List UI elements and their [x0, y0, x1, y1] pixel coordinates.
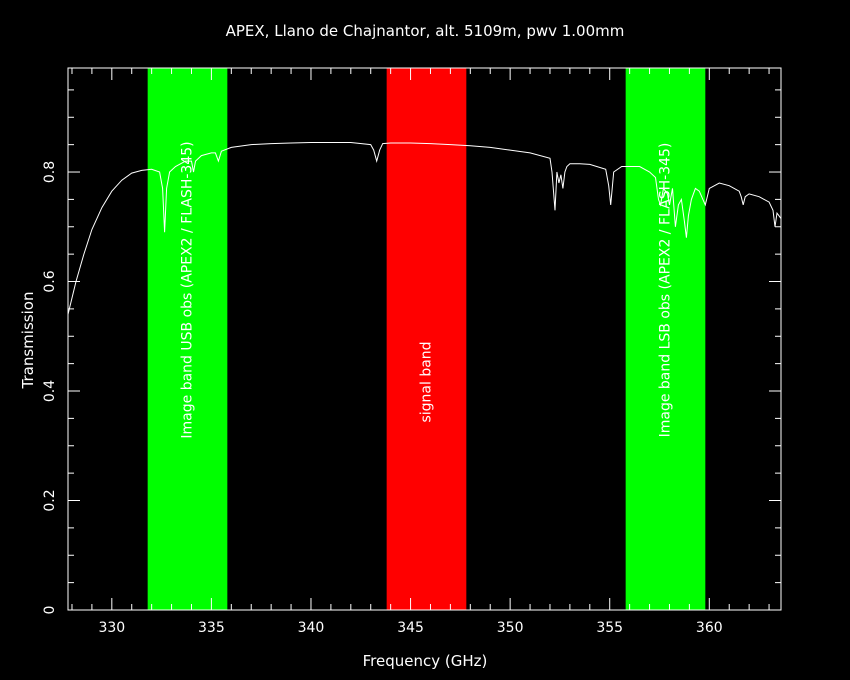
y-tick-label-3: 0.6	[42, 270, 58, 292]
ticks-layer: 330 335 340 345 350 355 360 0 0.2 0.4 0.6 0.8	[42, 68, 781, 636]
x-axis-label: Frequency (GHz)	[363, 652, 488, 670]
x-tick-label-5: 355	[596, 620, 623, 636]
band-rect-0	[147, 68, 228, 610]
line-layer	[67, 142, 782, 315]
y-tick-label-2: 0.4	[42, 380, 58, 402]
bands-layer: Image band USB obs (APEX2 / FLASH-345) si…	[147, 68, 706, 610]
band-label-1: signal band	[418, 341, 434, 422]
band-label-2: Image band LSB obs (APEX2 / FLASH-345)	[657, 143, 673, 438]
x-tick-label-1: 335	[198, 620, 225, 636]
band-label-0: Image band USB obs (APEX2 / FLASH-345)	[179, 141, 195, 438]
band-rect-1	[386, 68, 467, 610]
x-tick-label-6: 360	[696, 620, 723, 636]
x-tick-label-2: 340	[298, 620, 325, 636]
y-tick-label-4: 0.8	[42, 161, 58, 183]
y-tick-label-0: 0	[42, 606, 58, 615]
x-tick-label-3: 345	[397, 620, 424, 636]
y-axis-label: Transmission	[19, 292, 37, 390]
band-rect-2	[625, 68, 706, 610]
series-line-0	[67, 142, 782, 315]
x-tick-label-0: 330	[98, 620, 125, 636]
x-tick-label-4: 350	[497, 620, 524, 636]
plot-frame	[67, 67, 782, 611]
y-tick-label-1: 0.2	[42, 489, 58, 511]
chart-title: APEX, Llano de Chajnantor, alt. 5109m, p…	[226, 22, 625, 40]
